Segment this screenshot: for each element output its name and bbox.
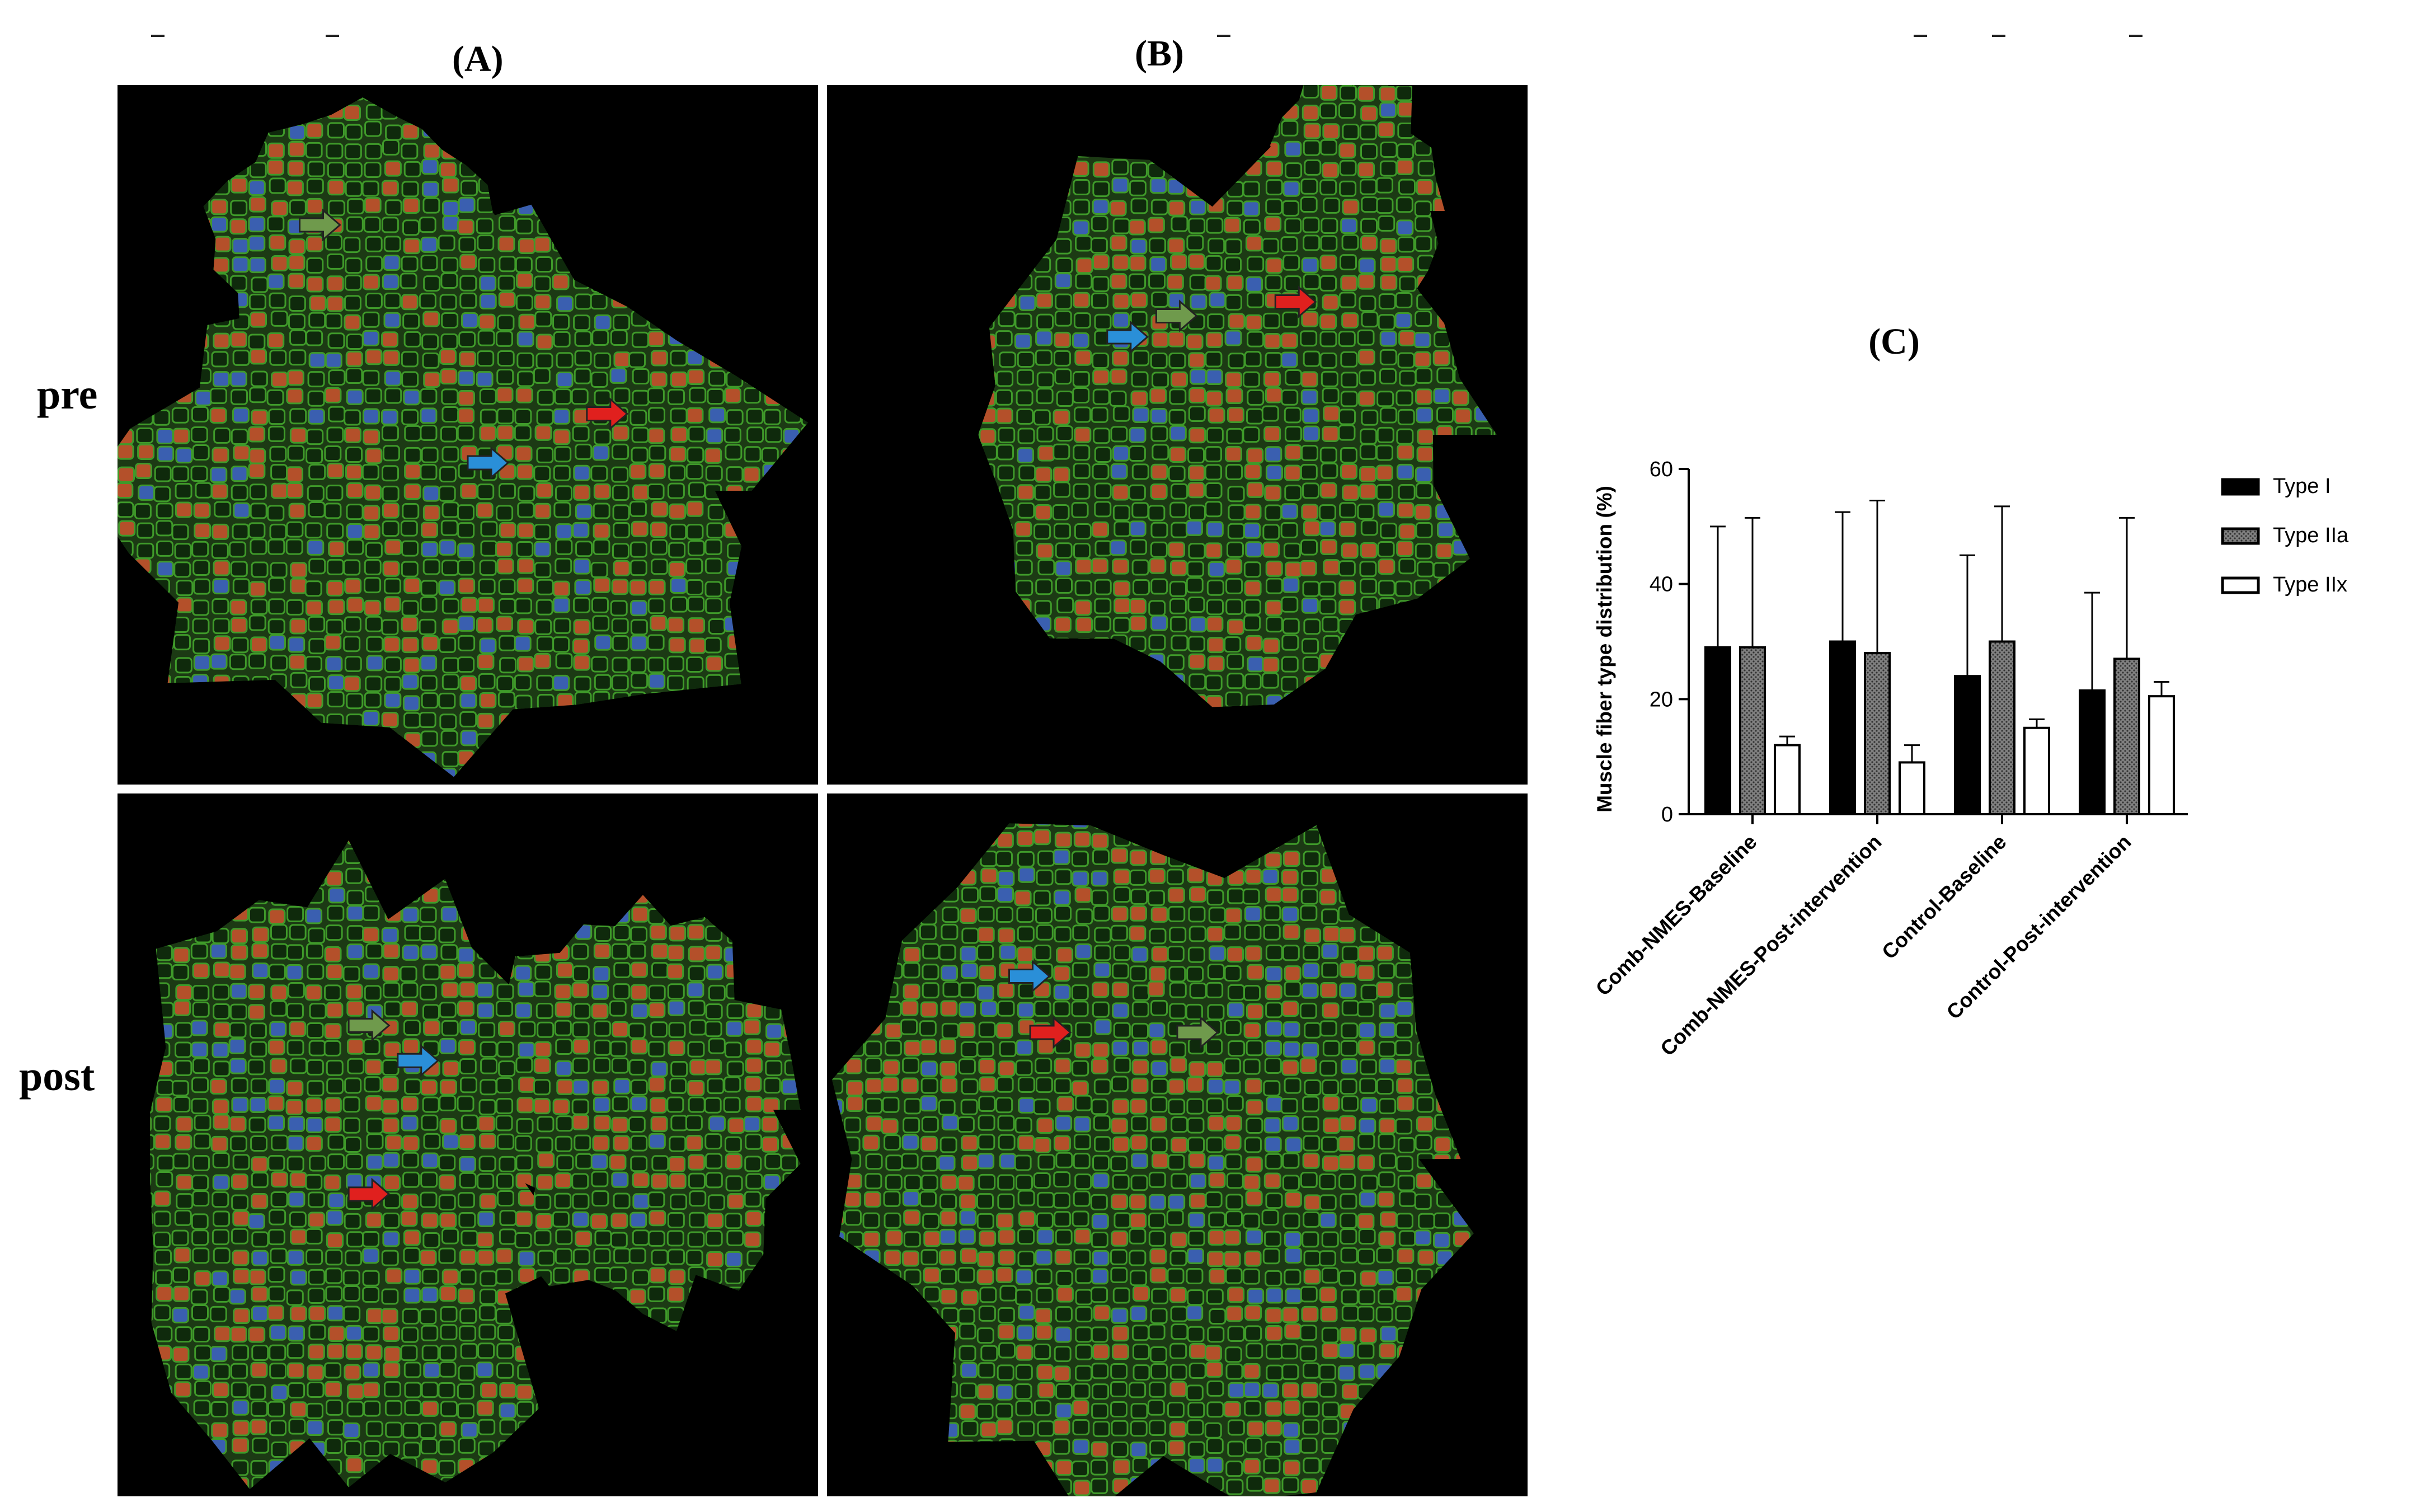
y-tick-label: 0 [1661,803,1673,827]
bar-type-iia [1989,640,2015,815]
top-dash [1992,35,2005,37]
bar-type-iix [2023,726,2050,815]
top-dash [151,35,165,37]
blue-arrow-icon [1008,960,1051,993]
bar-type-iix [1774,744,1801,815]
category-label: Comb-NMES-Post-intervention [1656,830,1886,1060]
y-tick-label: 20 [1650,688,1673,711]
bar-type-i [1704,646,1731,815]
bar-type-i [1829,640,1856,815]
red-arrow-icon [586,397,629,430]
legend-label: Type I [2273,475,2331,498]
legend-label: Type IIa [2273,524,2349,547]
row-label-pre: pre [37,371,98,418]
y-axis-label: Muscle fiber type distribution (%) [1593,486,1616,813]
panel-label-a: (A) [452,39,504,79]
y-tick-label: 60 [1650,458,1673,481]
legend-swatch [2221,527,2260,545]
bar-type-iix [1899,761,1925,815]
y-tick-label: 40 [1650,573,1673,597]
legend-swatch [2221,576,2260,594]
top-dash [1914,35,1927,37]
green-arrow-icon [1176,1016,1219,1049]
top-dash [326,35,339,37]
legend-swatch [2221,478,2260,496]
category-label: Control-Baseline [1877,830,2010,964]
bar-type-iix [2148,695,2175,815]
green-arrow-icon [299,208,341,242]
green-arrow-icon [347,1009,391,1042]
red-arrow-icon [1274,285,1317,318]
bar-type-iia [1739,646,1766,815]
bar-type-i [2079,689,2106,815]
red-arrow-icon [347,1177,391,1211]
micrograph-b-post [827,793,1528,1496]
bar-type-iia [2113,658,2140,815]
red-arrow-icon [1029,1016,1072,1049]
top-dash [1217,35,1230,37]
top-dash [2129,35,2143,37]
micrograph-a-pre [118,85,818,785]
blue-arrow-icon [397,1044,440,1077]
bar-type-i [1954,675,1981,815]
bar-type-iia [1864,652,1891,815]
micrograph-b-pre [827,85,1528,785]
blue-arrow-icon [1106,320,1149,354]
blue-arrow-icon [467,446,510,480]
panel-label-b: (B) [1135,33,1184,74]
micrograph-a-post [118,793,818,1496]
row-label-post: post [19,1053,95,1100]
legend-label: Type IIx [2273,573,2347,597]
panel-label-c: (C) [1868,321,1920,362]
green-arrow-icon [1155,299,1198,332]
